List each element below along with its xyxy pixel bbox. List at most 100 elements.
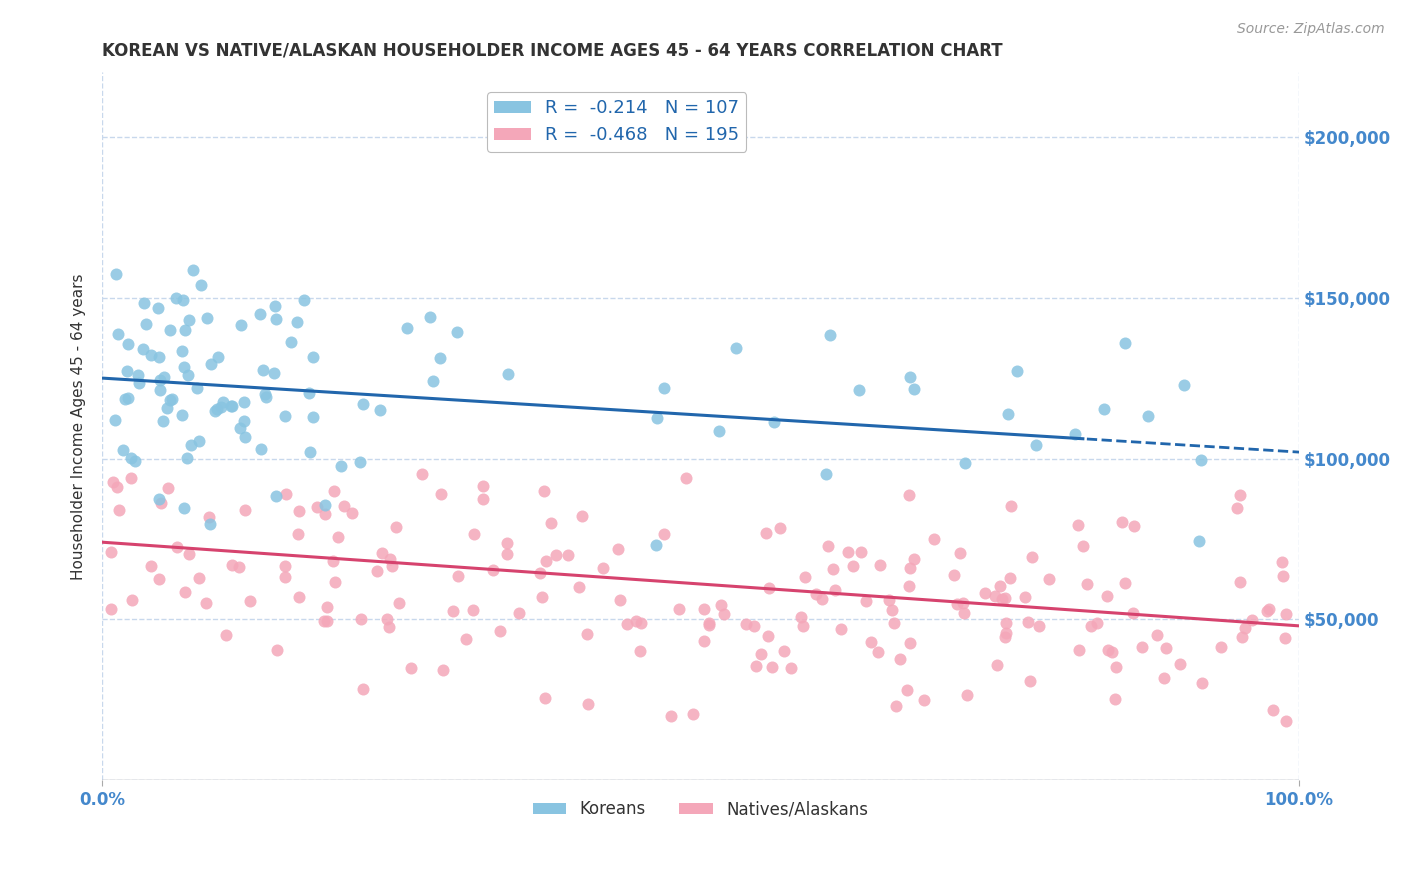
- Point: [352, 397, 374, 411]
- Point: [988, 579, 1011, 593]
- Point: [644, 538, 666, 552]
- Point: [1263, 703, 1285, 717]
- Point: [884, 698, 907, 713]
- Point: [349, 455, 371, 469]
- Point: [848, 383, 870, 397]
- Point: [120, 471, 142, 485]
- Point: [159, 392, 181, 407]
- Point: [998, 571, 1021, 585]
- Point: [557, 548, 579, 562]
- Point: [209, 400, 232, 414]
- Point: [994, 630, 1017, 644]
- Point: [221, 399, 243, 413]
- Point: [1064, 426, 1087, 441]
- Point: [162, 392, 184, 406]
- Point: [228, 560, 250, 574]
- Point: [697, 617, 720, 632]
- Point: [153, 370, 176, 384]
- Point: [1136, 409, 1159, 424]
- Point: [148, 350, 170, 364]
- Point: [568, 581, 591, 595]
- Point: [1240, 613, 1263, 627]
- Point: [233, 430, 256, 444]
- Point: [266, 643, 288, 657]
- Point: [205, 402, 228, 417]
- Point: [419, 310, 441, 324]
- Point: [135, 317, 157, 331]
- Point: [446, 326, 468, 340]
- Point: [1019, 674, 1042, 689]
- Point: [983, 589, 1005, 603]
- Point: [496, 367, 519, 381]
- Point: [1114, 335, 1136, 350]
- Point: [986, 658, 1008, 673]
- Point: [749, 648, 772, 662]
- Point: [1256, 604, 1278, 618]
- Point: [943, 567, 966, 582]
- Point: [546, 548, 568, 562]
- Point: [1028, 619, 1050, 633]
- Point: [148, 383, 170, 397]
- Point: [697, 616, 720, 631]
- Point: [668, 602, 690, 616]
- Point: [1005, 364, 1028, 378]
- Point: [139, 348, 162, 362]
- Point: [252, 363, 274, 377]
- Point: [997, 407, 1019, 421]
- Point: [1097, 642, 1119, 657]
- Point: [1067, 643, 1090, 657]
- Point: [250, 442, 273, 457]
- Point: [900, 369, 922, 384]
- Point: [576, 627, 599, 641]
- Point: [952, 596, 974, 610]
- Point: [148, 491, 170, 506]
- Point: [104, 267, 127, 281]
- Point: [207, 350, 229, 364]
- Point: [323, 575, 346, 590]
- Point: [481, 563, 503, 577]
- Point: [132, 342, 155, 356]
- Point: [1014, 590, 1036, 604]
- Point: [298, 386, 321, 401]
- Point: [378, 551, 401, 566]
- Point: [1038, 572, 1060, 586]
- Point: [322, 554, 344, 568]
- Point: [375, 612, 398, 626]
- Point: [371, 546, 394, 560]
- Point: [817, 539, 839, 553]
- Point: [1191, 676, 1213, 690]
- Point: [1111, 516, 1133, 530]
- Point: [790, 610, 813, 624]
- Point: [155, 401, 177, 415]
- Point: [1168, 657, 1191, 671]
- Point: [1274, 714, 1296, 729]
- Point: [724, 341, 747, 355]
- Point: [571, 508, 593, 523]
- Point: [194, 597, 217, 611]
- Point: [200, 357, 222, 371]
- Point: [488, 624, 510, 639]
- Point: [804, 587, 827, 601]
- Point: [114, 392, 136, 406]
- Point: [1123, 519, 1146, 533]
- Point: [316, 614, 339, 628]
- Point: [100, 544, 122, 558]
- Point: [830, 622, 852, 636]
- Point: [973, 586, 995, 600]
- Point: [173, 359, 195, 374]
- Point: [285, 315, 308, 329]
- Point: [180, 438, 202, 452]
- Point: [101, 475, 124, 490]
- Point: [1275, 607, 1298, 622]
- Point: [762, 415, 785, 429]
- Point: [174, 323, 197, 337]
- Point: [117, 336, 139, 351]
- Point: [889, 652, 911, 666]
- Point: [197, 510, 219, 524]
- Point: [239, 594, 262, 608]
- Point: [953, 456, 976, 470]
- Point: [533, 483, 555, 498]
- Point: [821, 562, 844, 576]
- Point: [896, 683, 918, 698]
- Point: [1105, 660, 1128, 674]
